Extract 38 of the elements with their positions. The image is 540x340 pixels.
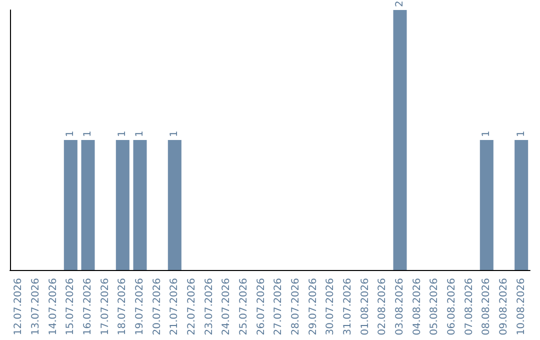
- x-tick-label: 18.07.2026: [117, 278, 128, 336]
- x-tick-label: 10.08.2026: [516, 278, 527, 336]
- x-tick-label: 25.07.2026: [238, 278, 250, 336]
- x-tick-label: 16.07.2026: [82, 278, 94, 336]
- x-tick-label: 19.07.2026: [134, 278, 146, 336]
- x-tick-label: 09.08.2026: [498, 278, 510, 336]
- x-tick-label: 22.07.2026: [186, 278, 198, 336]
- x-tick-label: 29.07.2026: [308, 278, 319, 336]
- x-tick-label: 07.08.2026: [464, 278, 475, 336]
- x-tick-label: 05.08.2026: [429, 278, 440, 336]
- x-tick-label: 04.08.2026: [412, 278, 423, 336]
- x-tick-label: 17.07.2026: [100, 278, 111, 336]
- data-label: 2: [394, 0, 406, 7]
- x-tick-label: 23.07.2026: [204, 278, 215, 336]
- x-tick-label: 31.07.2026: [342, 278, 354, 336]
- x-tick-label: 01.08.2026: [360, 278, 371, 336]
- data-label: 1: [117, 130, 128, 137]
- x-tick-label: 27.07.2026: [273, 278, 284, 336]
- x-tick-label: 20.07.2026: [152, 278, 163, 336]
- x-tick-label: 24.07.2026: [221, 278, 232, 336]
- data-label: 1: [169, 130, 180, 137]
- data-label: 1: [516, 130, 527, 137]
- x-tick-label: 13.07.2026: [30, 278, 42, 336]
- x-tick-label: 03.08.2026: [394, 278, 406, 336]
- x-tick-label: 15.07.2026: [65, 278, 76, 336]
- data-label: 1: [65, 130, 76, 137]
- x-tick-label: 06.08.2026: [446, 278, 458, 336]
- x-tick-label: 02.08.2026: [377, 278, 388, 336]
- data-label: 1: [481, 130, 492, 137]
- x-tick-label: 21.07.2026: [169, 278, 180, 336]
- x-tick-label: 08.08.2026: [481, 278, 492, 336]
- x-tick-label: 30.07.2026: [325, 278, 336, 336]
- x-tick-label: 14.07.2026: [48, 278, 59, 336]
- x-tick-label: 26.07.2026: [256, 278, 267, 336]
- x-tick-label: 28.07.2026: [290, 278, 302, 336]
- data-label: 1: [82, 130, 94, 137]
- x-tick-label: 12.07.2026: [13, 278, 24, 336]
- data-label: 1: [134, 130, 146, 137]
